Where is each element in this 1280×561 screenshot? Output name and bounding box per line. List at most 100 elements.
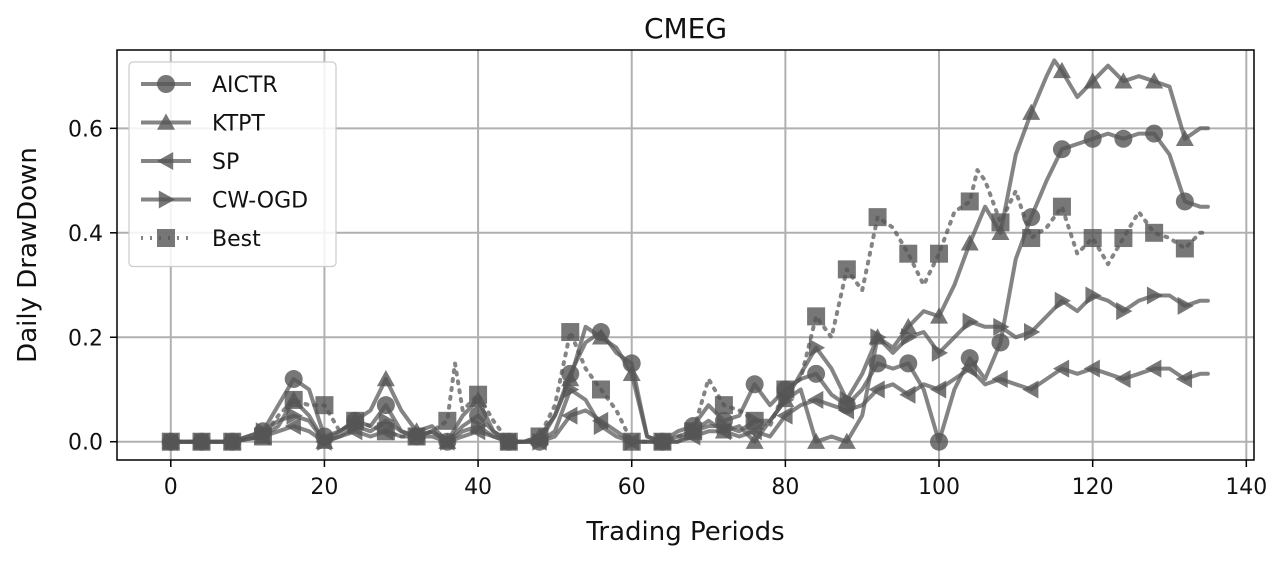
x-axis-label: Trading Periods <box>585 517 784 547</box>
data-point-ktpt <box>1175 129 1194 146</box>
data-point-aictr <box>1175 192 1194 211</box>
data-point-sp <box>991 370 1008 389</box>
data-point-aictr <box>899 354 918 373</box>
data-point-cw-ogd <box>563 380 580 399</box>
data-point-ktpt <box>1052 61 1071 79</box>
data-point-cw-ogd <box>716 417 733 436</box>
data-point-best <box>1114 229 1133 248</box>
x-tick-label: 0 <box>164 475 178 500</box>
data-point-aictr <box>745 375 764 394</box>
data-point-aictr <box>807 364 826 383</box>
legend-marker-cw-ogd <box>158 190 175 209</box>
legend-label-aictr: AICTR <box>212 73 278 98</box>
legend-label-cw-ogd: CW-OGD <box>212 189 308 214</box>
data-point-best <box>438 411 457 430</box>
data-point-aictr <box>1052 140 1071 159</box>
data-point-cw-ogd <box>440 432 457 451</box>
x-tick-label: 40 <box>464 475 492 500</box>
data-point-best <box>223 432 242 451</box>
data-point-aictr <box>1145 124 1164 143</box>
data-point-sp <box>868 380 885 399</box>
data-point-best <box>407 427 426 446</box>
data-point-sp <box>960 359 977 378</box>
data-point-sp <box>1052 359 1070 378</box>
data-point-cw-ogd <box>993 317 1010 336</box>
data-point-cw-ogd <box>1177 296 1194 315</box>
data-point-best <box>1175 239 1194 258</box>
legend-item-aictr: AICTR <box>141 73 278 98</box>
data-point-cw-ogd <box>1024 323 1041 342</box>
data-point-cw-ogd <box>839 390 856 409</box>
legend-marker-best <box>157 229 175 247</box>
data-point-cw-ogd <box>593 417 610 436</box>
data-point-aictr <box>284 370 303 389</box>
data-point-cw-ogd <box>931 343 949 362</box>
series-best <box>161 168 1210 451</box>
data-point-cw-ogd <box>1085 286 1102 305</box>
axes <box>116 49 1255 461</box>
data-point-best <box>192 432 211 451</box>
data-point-cw-ogd <box>962 312 979 331</box>
data-point-sp <box>807 390 824 409</box>
data-point-best <box>1052 197 1071 216</box>
data-point-cw-ogd <box>808 338 826 357</box>
data-point-best <box>591 380 610 399</box>
data-point-best <box>1145 223 1164 242</box>
legend: AICTR KTPT SP CW-OGD Best <box>128 61 337 268</box>
data-point-cw-ogd <box>870 328 887 347</box>
data-point-cw-ogd <box>317 432 334 451</box>
y-tick-label: 0.6 <box>68 117 103 142</box>
legend-label-sp: SP <box>212 150 239 175</box>
data-point-best <box>346 411 365 430</box>
data-point-ktpt <box>837 432 856 449</box>
data-point-best <box>1083 229 1102 248</box>
data-point-ktpt <box>807 432 826 449</box>
data-point-ktpt <box>622 364 641 382</box>
data-point-ktpt <box>745 432 764 449</box>
y-tick-label: 0.4 <box>68 222 103 247</box>
x-tick-label: 140 <box>1225 475 1267 500</box>
data-point-best <box>530 427 549 446</box>
data-point-best <box>899 244 918 263</box>
data-point-best <box>684 422 703 441</box>
data-point-ktpt <box>930 307 949 324</box>
data-point-sp <box>1022 380 1039 399</box>
data-point-best <box>776 380 795 399</box>
data-point-aictr <box>1114 129 1133 148</box>
data-point-aictr <box>1083 129 1102 148</box>
data-point-best <box>469 385 488 404</box>
data-point-best <box>745 411 764 430</box>
data-point-ktpt <box>1145 72 1164 89</box>
legend-marker-sp <box>157 152 174 170</box>
legend-item-cw-ogd: CW-OGD <box>141 189 308 214</box>
legend-label-ktpt: KTPT <box>212 112 265 137</box>
plot-frame <box>116 49 1255 461</box>
series-lines <box>161 58 1210 451</box>
data-point-best <box>161 432 180 451</box>
data-point-sp <box>1145 359 1162 378</box>
data-point-best <box>653 432 672 451</box>
data-point-cw-ogd <box>286 406 303 425</box>
data-point-best <box>622 432 641 451</box>
data-point-best <box>930 244 949 263</box>
data-point-ktpt <box>1114 72 1133 89</box>
legend-marker-ktpt <box>157 113 175 130</box>
data-point-sp <box>561 406 578 425</box>
data-point-best <box>499 432 518 451</box>
data-point-aictr <box>991 333 1010 352</box>
data-point-best <box>837 260 856 279</box>
data-point-best <box>1022 229 1041 248</box>
y-axis-ticks: 0.0 0.2 0.4 0.6 <box>68 117 117 456</box>
data-point-aictr <box>930 432 949 451</box>
legend-marker-aictr <box>157 75 175 93</box>
data-point-best <box>253 427 272 446</box>
data-point-best <box>315 396 334 415</box>
data-point-cw-ogd <box>1146 286 1164 305</box>
data-point-aictr <box>376 396 395 415</box>
data-point-best <box>561 323 580 342</box>
data-point-ktpt <box>960 234 979 251</box>
data-point-best <box>376 422 395 441</box>
legend-item-sp: SP <box>141 150 239 175</box>
legend-box <box>128 61 337 268</box>
